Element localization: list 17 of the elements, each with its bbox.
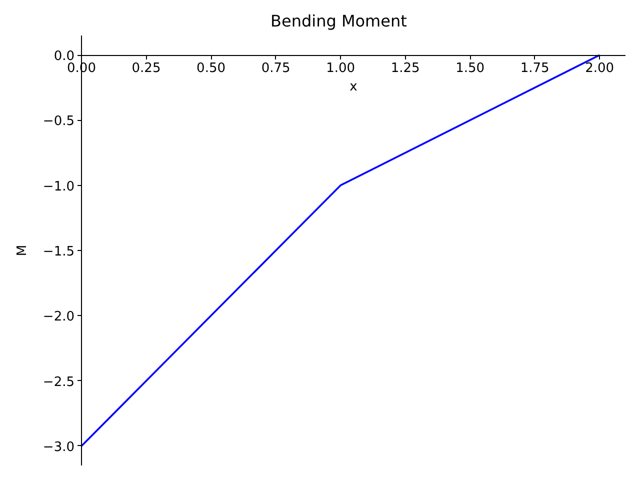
x-tick-label: 1.25 bbox=[390, 61, 420, 76]
x-tick-label: 0.75 bbox=[261, 61, 290, 76]
x-tick-label: 1.00 bbox=[326, 61, 356, 76]
y-tick-label: −3.0 bbox=[42, 440, 75, 455]
y-tick-label: −2.0 bbox=[42, 310, 75, 325]
y-tick-label: −1.0 bbox=[42, 179, 75, 194]
x-axis-title: x bbox=[350, 80, 358, 94]
y-tick-label: −2.5 bbox=[42, 374, 75, 390]
y-tick-label: −0.5 bbox=[42, 114, 75, 130]
chart-title: Bending Moment bbox=[270, 12, 407, 30]
x-tick-label: 1.50 bbox=[456, 61, 485, 76]
x-tick-label: 0.25 bbox=[132, 61, 161, 76]
y-axis-title: M bbox=[14, 244, 30, 256]
x-tick-label: 1.75 bbox=[520, 61, 550, 76]
x-tick-label: 0.50 bbox=[196, 61, 226, 76]
x-tick-label: 2.00 bbox=[585, 61, 614, 76]
y-tick-label: −1.5 bbox=[42, 244, 75, 260]
